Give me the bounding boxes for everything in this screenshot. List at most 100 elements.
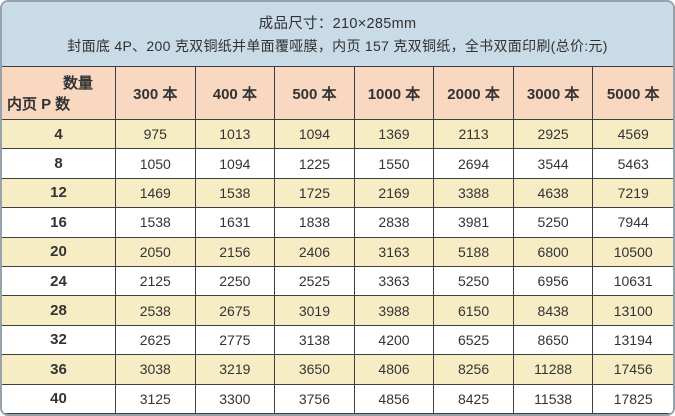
price-cell: 2838 [354, 208, 435, 238]
price-cell: 3019 [275, 296, 355, 326]
price-cell: 1013 [195, 120, 276, 150]
price-cell: 2125 [116, 266, 196, 297]
pages-cell: 16 [2, 208, 116, 238]
price-cell: 1538 [116, 208, 196, 238]
price-cell: 1225 [275, 149, 355, 179]
table-row: 16 1538 1631 1838 2838 3981 5250 7944 [2, 208, 673, 238]
price-cell: 1469 [116, 178, 196, 209]
price-cell: 1550 [354, 149, 435, 179]
banner-size-line: 成品尺寸：210×285mm [258, 16, 417, 32]
table-row: 36 3038 3219 3650 4806 8256 11288 17456 [2, 355, 673, 385]
price-cell: 1369 [354, 120, 435, 150]
table-row: 12 1469 1538 1725 2169 3388 4638 7219 [2, 178, 673, 209]
price-cell: 4856 [354, 384, 435, 414]
pages-cell: 12 [2, 178, 116, 209]
table-row: 8 1050 1094 1225 1550 2694 3544 5463 [2, 149, 673, 179]
price-cell: 17825 [593, 384, 673, 414]
price-cell: 3038 [116, 355, 196, 385]
price-cell: 2250 [195, 266, 276, 297]
price-cell: 4200 [354, 325, 435, 356]
price-cell: 3988 [354, 296, 435, 326]
pages-cell: 40 [2, 384, 116, 414]
price-cell: 17456 [593, 355, 673, 385]
price-cell: 8256 [434, 355, 514, 385]
pages-cell: 36 [2, 355, 116, 385]
price-cell: 3163 [354, 237, 435, 267]
price-cell: 7944 [593, 208, 673, 238]
table-row: 28 2538 2675 3019 3988 6150 8438 13100 [2, 296, 673, 326]
price-cell: 1725 [275, 178, 355, 209]
pages-cell: 28 [2, 296, 116, 326]
column-header: 300 本 [116, 67, 196, 120]
price-cell: 3300 [195, 384, 276, 414]
column-header: 3000 本 [513, 67, 594, 120]
table-row: 20 2050 2156 2406 3163 5188 6800 10500 [2, 237, 673, 267]
header-row: 数量 内页 P 数 300 本 400 本 500 本 1000 本 2000 本 300… [2, 67, 673, 120]
price-cell: 7219 [593, 178, 673, 209]
price-cell: 8650 [513, 325, 594, 356]
price-cell: 2050 [116, 237, 196, 267]
price-cell: 2925 [513, 120, 594, 150]
price-cell: 11538 [513, 384, 594, 414]
price-cell: 1631 [195, 208, 276, 238]
price-cell: 10631 [593, 266, 673, 297]
column-header: 400 本 [195, 67, 276, 120]
price-cell: 5250 [513, 208, 594, 238]
corner-quantity-label: 数量 [62, 75, 93, 92]
pages-cell: 20 [2, 237, 116, 267]
price-cell: 3544 [513, 149, 594, 179]
price-cell: 1838 [275, 208, 355, 238]
corner-cell: 数量 内页 P 数 [2, 67, 116, 120]
price-cell: 2113 [434, 120, 514, 150]
price-cell: 2675 [195, 296, 276, 326]
price-cell: 5188 [434, 237, 514, 267]
price-cell: 3756 [275, 384, 355, 414]
price-cell: 3125 [116, 384, 196, 414]
pages-cell: 8 [2, 149, 116, 179]
column-header: 5000 本 [593, 67, 673, 120]
price-cell: 3388 [434, 178, 514, 209]
price-cell: 10500 [593, 237, 673, 267]
price-cell: 11288 [513, 355, 594, 385]
price-cell: 4638 [513, 178, 594, 209]
table-body: 4 975 1013 1094 1369 2113 2925 4569 8 1050 1094 122… [2, 120, 673, 414]
price-cell: 4806 [354, 355, 435, 385]
price-cell: 2694 [434, 149, 514, 179]
price-cell: 3219 [195, 355, 276, 385]
table-row: 40 3125 3300 3756 4856 8425 11538 17825 [2, 384, 673, 414]
price-cell: 1094 [195, 149, 276, 179]
price-table: 数量 内页 P 数 300 本 400 本 500 本 1000 本 2000 本 300… [2, 66, 673, 414]
price-cell: 975 [116, 120, 196, 150]
pages-cell: 4 [2, 120, 116, 150]
price-cell: 8425 [434, 384, 514, 414]
price-cell: 1094 [275, 120, 355, 150]
price-cell: 5463 [593, 149, 673, 179]
price-cell: 3138 [275, 325, 355, 356]
price-cell: 6956 [513, 266, 594, 297]
price-cell: 8438 [513, 296, 594, 326]
price-cell: 6150 [434, 296, 514, 326]
pages-cell: 32 [2, 325, 116, 356]
price-cell: 2625 [116, 325, 196, 356]
column-header: 1000 本 [354, 67, 435, 120]
price-cell: 2406 [275, 237, 355, 267]
pages-cell: 24 [2, 266, 116, 297]
price-cell: 13194 [593, 325, 673, 356]
price-cell: 1538 [195, 178, 276, 209]
price-cell: 2538 [116, 296, 196, 326]
column-header: 2000 本 [434, 67, 514, 120]
price-cell: 3981 [434, 208, 514, 238]
column-header: 500 本 [275, 67, 355, 120]
price-cell: 4569 [593, 120, 673, 150]
price-cell: 2775 [195, 325, 276, 356]
price-cell: 3363 [354, 266, 435, 297]
banner-spec-line: 封面底 4P、200 克双铜纸并单面覆哑膜，内页 157 克双铜纸，全书双面印刷… [67, 38, 608, 54]
table-row: 4 975 1013 1094 1369 2113 2925 4569 [2, 120, 673, 150]
price-cell: 6525 [434, 325, 514, 356]
price-cell: 6800 [513, 237, 594, 267]
price-cell: 2525 [275, 266, 355, 297]
corner-pages-label: 内页 P 数 [7, 96, 71, 113]
price-cell: 5250 [434, 266, 514, 297]
table-row: 32 2625 2775 3138 4200 6525 8650 13194 [2, 325, 673, 356]
